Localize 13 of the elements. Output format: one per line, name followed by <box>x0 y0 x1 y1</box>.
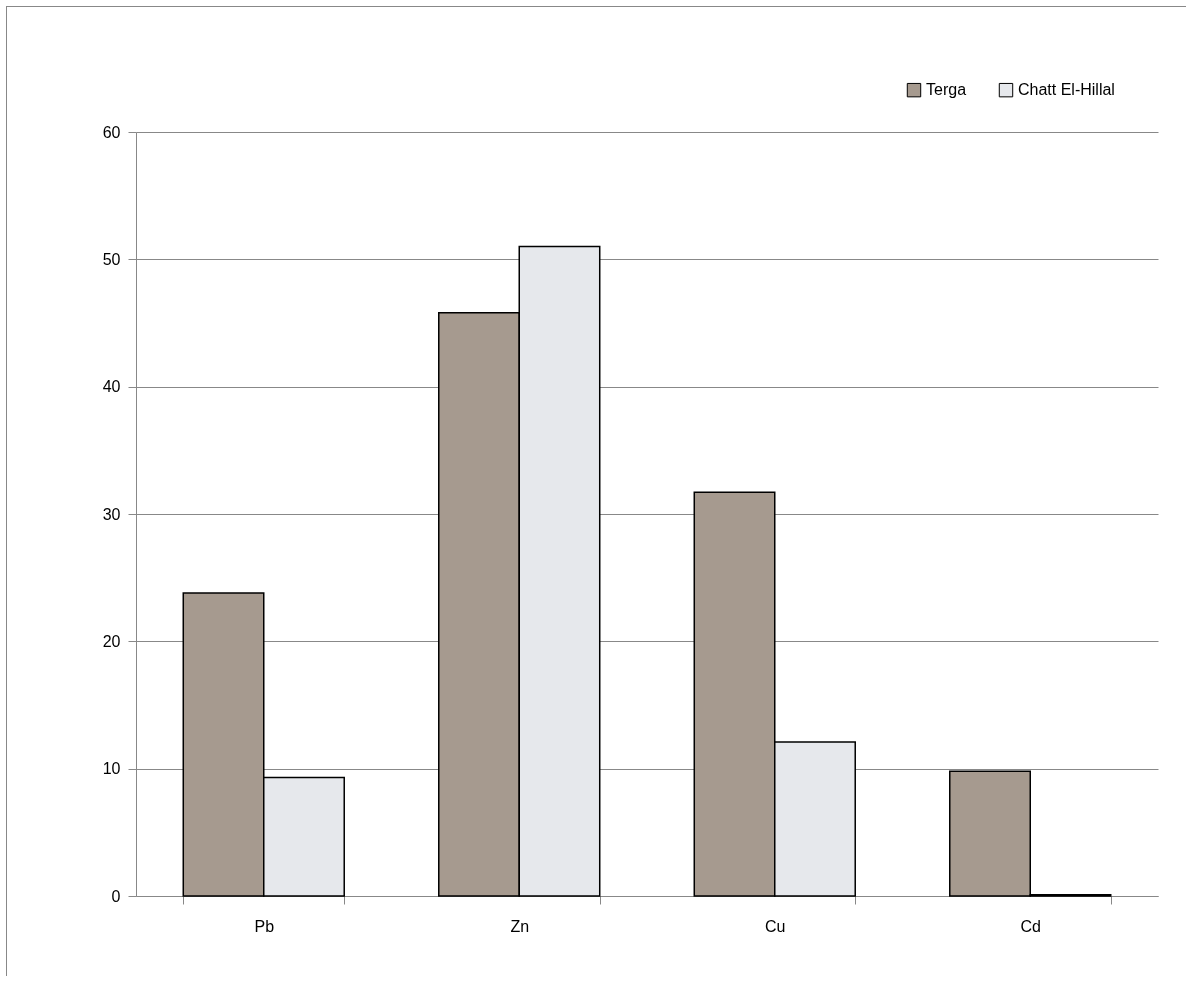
y-tick-label: 50 <box>102 250 121 268</box>
x-tick-label: Pb <box>254 917 275 935</box>
legend-label: Terga <box>926 81 967 99</box>
y-tick-label: 40 <box>102 378 121 396</box>
x-tick-label: Cu <box>765 917 786 935</box>
y-tick-label: 20 <box>102 632 121 650</box>
y-tick-label: 30 <box>102 505 121 523</box>
y-tick-label: 60 <box>102 123 121 141</box>
y-tick-label: 0 <box>111 887 121 905</box>
y-tick-label: 10 <box>102 760 121 778</box>
x-tick-label: Cd <box>1020 917 1041 935</box>
legend-label: Chatt El-Hillal <box>1018 81 1115 99</box>
x-tick-label: Zn <box>510 917 530 935</box>
